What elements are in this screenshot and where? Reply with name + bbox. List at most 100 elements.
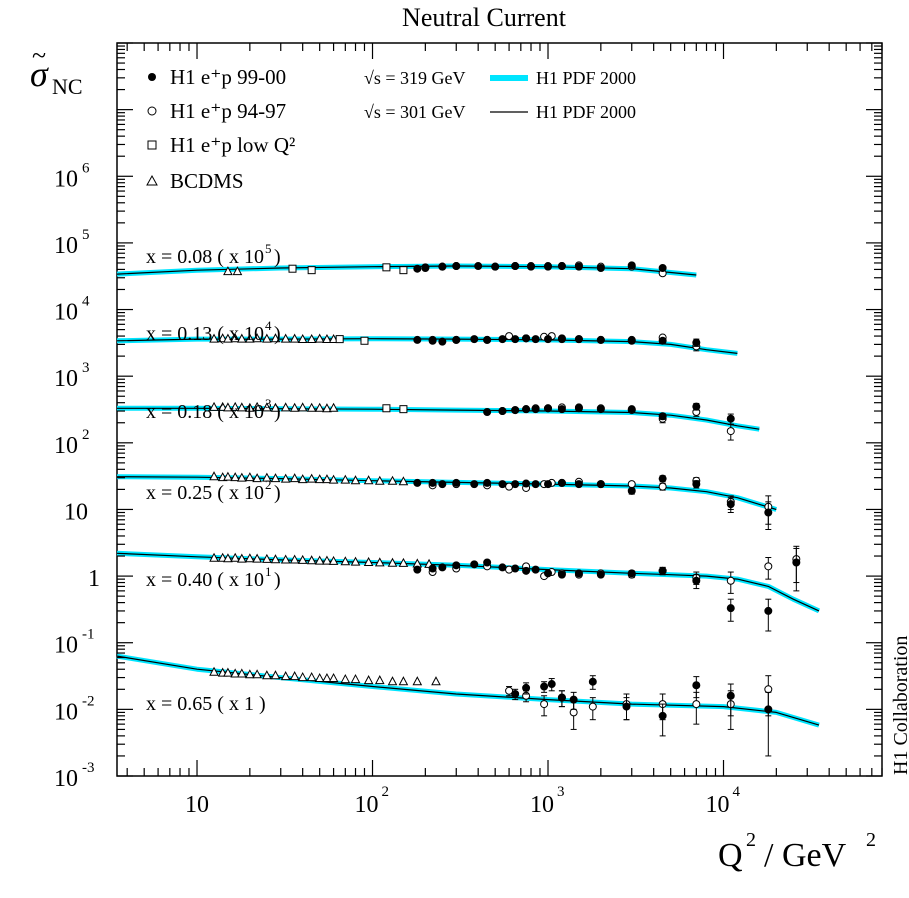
filled-circle-marker	[438, 337, 447, 346]
bin-label: x = 0.18 ( x 10 3 )	[146, 396, 281, 423]
filled-circle-marker	[498, 407, 507, 416]
triangle-marker	[306, 555, 317, 565]
filled-circle-marker	[622, 702, 631, 711]
x-tick-label: 10 2	[355, 784, 390, 818]
triangle-marker	[245, 472, 255, 482]
open-circle-marker	[505, 332, 514, 341]
triangle-marker	[289, 473, 300, 483]
triangle-marker	[289, 333, 300, 343]
filled-circle-marker	[588, 677, 597, 686]
triangle-marker	[232, 266, 243, 276]
filled-circle-marker	[438, 480, 447, 489]
x-tick-label-base: 10	[530, 792, 554, 818]
bin-label-exp: 5	[265, 241, 272, 256]
filled-circle-marker	[511, 564, 520, 573]
filled-circle-marker	[692, 576, 701, 585]
y-tick-label: 10 3	[54, 360, 90, 392]
filled-circle-marker	[596, 405, 605, 414]
triangle-marker	[350, 475, 361, 485]
filled-circle-marker	[658, 264, 667, 273]
bin-label-text: x = 0.08 ( x 10	[146, 246, 264, 268]
triangle-marker	[280, 671, 291, 681]
bin-label-text: x = 0.25 ( x 10	[146, 482, 264, 504]
triangle-marker	[340, 556, 351, 566]
triangle-marker	[223, 402, 233, 412]
legend-label: BCDMS	[170, 169, 244, 193]
triangle-marker	[236, 668, 247, 678]
filled-circle-marker	[511, 480, 520, 489]
legend-energy: √s = 319 GeV	[364, 68, 466, 88]
svg-text:2: 2	[746, 829, 756, 851]
triangle-marker	[236, 472, 247, 482]
filled-circle-marker	[557, 405, 566, 414]
legend-entry: H1 e⁺p low Q²	[147, 133, 295, 157]
triangle-marker	[314, 474, 325, 484]
filled-circle-marker	[627, 261, 636, 270]
filled-circle-marker	[596, 480, 605, 489]
triangle-marker	[262, 402, 272, 412]
bin-label-exp: 4	[265, 318, 272, 333]
svg-text:Q: Q	[718, 837, 743, 874]
triangle-marker	[328, 402, 339, 412]
bin-label: x = 0.65 ( x 1 )	[146, 693, 266, 715]
y-tick-label: 10 -3	[54, 760, 95, 792]
bin-label-close: )	[274, 323, 281, 345]
x-tick-label-base: 10	[185, 792, 209, 818]
open-circle-marker	[692, 700, 701, 709]
filled-circle-marker	[627, 405, 636, 414]
y-tick-label-base: 10	[54, 166, 78, 192]
y-tick-label-exp: 3	[82, 360, 90, 376]
triangle-marker	[328, 474, 339, 484]
y-tick-label-base: 10	[54, 633, 78, 659]
x-tick-label-base: 10	[355, 792, 379, 818]
y-tick-label-base: 10	[64, 499, 88, 525]
triangle-marker	[230, 472, 241, 482]
triangle-marker	[209, 471, 219, 481]
legend-label: H1 e⁺p 94-97	[170, 99, 286, 123]
y-tick-label-exp: -2	[82, 693, 95, 709]
filled-circle-marker	[544, 404, 553, 413]
model-curve	[116, 655, 820, 726]
open-circle-marker	[627, 480, 636, 489]
filled-circle-marker	[544, 569, 553, 578]
triangle-marker	[387, 676, 398, 686]
filled-circle-marker	[522, 334, 531, 343]
triangle-marker	[262, 472, 272, 482]
triangle-marker	[270, 473, 281, 483]
filled-circle-marker	[627, 336, 636, 345]
triangle-marker	[289, 402, 300, 412]
triangle-marker	[322, 672, 332, 683]
filled-circle-marker	[483, 408, 492, 417]
triangle-marker	[252, 473, 262, 483]
triangle-marker	[262, 670, 272, 680]
triangle-marker	[314, 402, 325, 412]
y-tick-label-base: 10	[54, 699, 78, 725]
filled-circle-marker	[557, 334, 566, 343]
filled-circle-marker	[522, 479, 531, 488]
filled-circle-marker	[596, 570, 605, 579]
bin-label-close: )	[274, 569, 281, 591]
triangle-marker	[280, 473, 291, 483]
filled-circle-marker	[531, 480, 540, 489]
filled-circle-marker	[544, 262, 553, 271]
filled-circle-marker	[692, 338, 701, 347]
x-tick-label: 10 4	[706, 784, 741, 818]
triangle-marker	[412, 676, 423, 686]
legend-square-icon	[147, 140, 157, 150]
triangle-marker	[252, 553, 262, 563]
filled-circle-marker	[544, 480, 553, 489]
triangle-marker	[280, 333, 291, 343]
chart-title: Neutral Current	[402, 3, 567, 32]
filled-circle-marker	[692, 402, 701, 411]
data-markers	[209, 261, 801, 757]
filled-circle-marker	[483, 478, 492, 487]
filled-circle-marker	[726, 604, 735, 613]
x-tick-label-exp: 2	[382, 784, 390, 800]
triangle-marker	[245, 669, 255, 679]
square-marker	[335, 335, 344, 344]
open-circle-marker	[726, 427, 735, 436]
triangle-marker	[363, 556, 374, 566]
y-tick-label: 10 2	[54, 427, 90, 459]
triangle-marker	[245, 402, 255, 412]
bin-label: x = 0.08 ( x 10 5 )	[146, 241, 281, 268]
